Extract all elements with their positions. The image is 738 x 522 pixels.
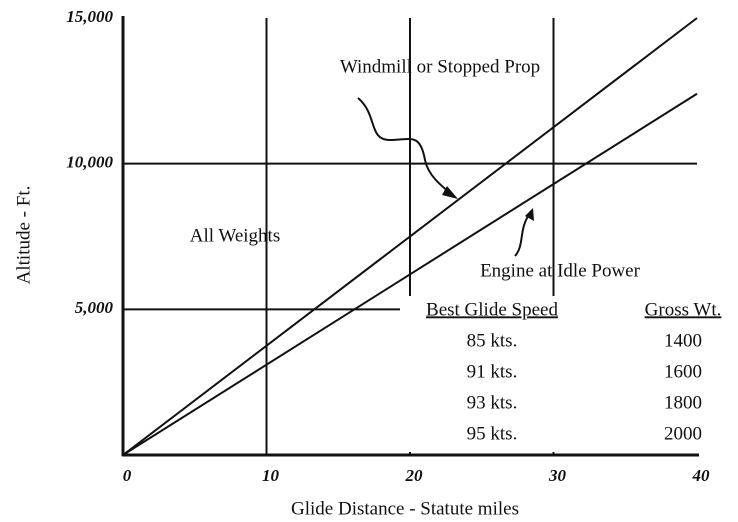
x-axis-label: Glide Distance - Statute miles: [291, 498, 519, 519]
plot: [122, 17, 698, 456]
y-tick-label: 10,000: [66, 153, 113, 172]
table-cell: 95 kts.: [467, 423, 518, 444]
table-header: Gross Wt.: [645, 299, 722, 320]
table-header: Best Glide Speed: [426, 299, 558, 320]
table-cell: 1600: [664, 361, 702, 382]
table-background: [400, 296, 700, 452]
arrow: [357, 97, 456, 198]
table-cell: 1800: [664, 392, 702, 413]
table: Best Glide Speed Gross Wt. 85 kts. 1400 91 k…: [426, 299, 721, 444]
table-cell: 1400: [664, 330, 702, 351]
annotation: Windmill or Stopped Prop: [340, 56, 540, 77]
arrowhead: [442, 186, 458, 199]
x-tick-label: 10: [262, 466, 280, 485]
table-cell: 85 kts.: [467, 330, 518, 351]
x-tick-label: 20: [405, 466, 424, 485]
y-tick-label: 5,000: [75, 298, 114, 317]
y-axis-label: Altitude - Ft.: [13, 186, 34, 285]
x-tick-label: 0: [123, 466, 132, 485]
line: [122, 92, 698, 456]
x-tick-label: 40: [692, 466, 711, 485]
table-cell: 93 kts.: [467, 392, 518, 413]
annotation: Engine at Idle Power: [480, 260, 641, 281]
annotation: All Weights: [190, 225, 280, 246]
table-cell: 2000: [664, 423, 702, 444]
line: [122, 17, 698, 456]
x-tick-label: 30: [548, 466, 567, 485]
y-tick-label: 15,000: [66, 7, 113, 26]
table-cell: 91 kts.: [467, 361, 518, 382]
arrowhead: [525, 208, 534, 221]
arrow: [514, 211, 532, 257]
